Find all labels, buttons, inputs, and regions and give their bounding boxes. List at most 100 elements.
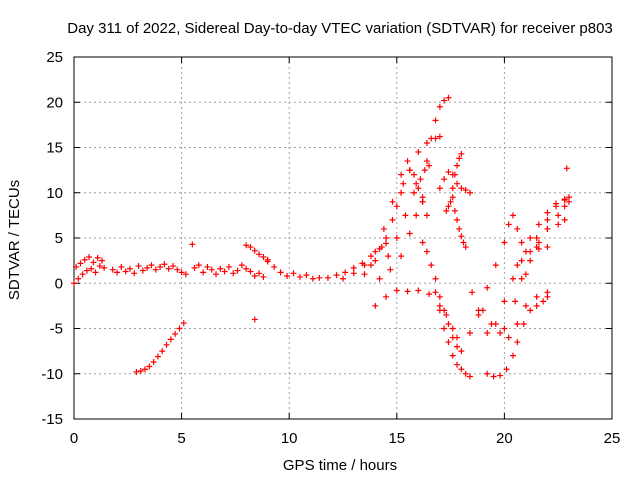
data-point	[514, 262, 521, 269]
data-point	[75, 275, 82, 282]
data-point	[204, 263, 211, 270]
data-point	[376, 275, 383, 282]
series-arc-22	[484, 293, 551, 380]
data-point	[456, 225, 463, 232]
series-arc-27	[527, 196, 572, 241]
x-tick-label: 0	[70, 430, 78, 447]
data-point	[157, 263, 164, 270]
data-point	[402, 212, 409, 219]
data-point	[469, 289, 476, 296]
data-point	[77, 260, 84, 267]
data-point	[260, 273, 267, 280]
data-point	[146, 363, 153, 370]
data-point	[271, 263, 278, 270]
data-point	[398, 253, 405, 260]
series-arc-23	[466, 212, 525, 337]
data-point	[200, 269, 207, 276]
data-point	[423, 212, 430, 219]
data-point	[555, 212, 562, 219]
data-point	[90, 259, 97, 266]
data-point	[522, 271, 529, 278]
data-point	[462, 187, 469, 194]
data-point	[148, 262, 155, 269]
x-ticks: 0 5 10 15 20 25	[70, 57, 620, 447]
y-tick-label: 0	[55, 275, 63, 292]
data-point	[189, 241, 196, 248]
data-point	[415, 149, 422, 156]
y-tick-label: 25	[46, 49, 63, 66]
data-point	[441, 176, 448, 183]
data-point	[367, 262, 374, 269]
data-point	[419, 239, 426, 246]
data-point	[324, 274, 331, 281]
data-point	[126, 265, 133, 272]
data-point	[527, 307, 534, 314]
data-point	[144, 264, 151, 271]
data-point	[83, 267, 90, 274]
data-point	[553, 200, 560, 207]
data-point	[135, 263, 142, 270]
data-point	[544, 209, 551, 216]
data-point	[73, 263, 80, 270]
data-point	[251, 273, 258, 280]
series-arc-13	[372, 287, 461, 341]
data-point	[361, 262, 368, 269]
data-point	[544, 216, 551, 223]
data-point	[426, 291, 433, 298]
data-point	[101, 264, 108, 271]
data-point	[466, 373, 473, 380]
x-tick-label: 15	[388, 430, 405, 447]
data-point	[182, 271, 189, 278]
data-point	[462, 244, 469, 251]
data-point	[436, 307, 443, 314]
data-point	[191, 264, 198, 271]
data-point	[417, 176, 424, 183]
data-point	[501, 325, 508, 332]
data-point	[340, 275, 346, 282]
data-point	[432, 289, 439, 296]
data-point	[385, 253, 392, 260]
data-point	[150, 358, 157, 365]
data-point	[428, 262, 435, 269]
data-point	[243, 265, 250, 272]
x-tick-label: 20	[496, 430, 513, 447]
data-point	[449, 334, 456, 341]
data-point	[372, 248, 379, 255]
data-point	[423, 158, 430, 165]
data-point	[159, 348, 166, 355]
data-point	[383, 235, 390, 241]
series-arc-5	[243, 242, 271, 263]
y-tick-label: 15	[46, 140, 63, 157]
data-point	[533, 235, 540, 241]
data-point	[445, 203, 452, 210]
data-point	[514, 225, 521, 232]
data-point	[260, 254, 267, 261]
series-arc-1	[71, 254, 108, 287]
data-point	[484, 330, 491, 337]
data-point	[544, 244, 551, 251]
data-point	[393, 235, 400, 241]
data-point	[163, 341, 170, 348]
data-point	[92, 269, 99, 276]
data-point	[152, 266, 159, 273]
data-point	[436, 185, 443, 192]
data-point	[492, 262, 499, 269]
data-point	[501, 298, 508, 305]
data-point	[518, 257, 525, 264]
data-point	[133, 368, 140, 375]
data-point	[503, 366, 510, 373]
data-point	[180, 320, 187, 327]
data-point	[451, 171, 458, 178]
data-point	[137, 368, 144, 375]
data-point	[510, 212, 517, 219]
data-point	[423, 139, 430, 146]
series-arc-24	[501, 203, 568, 332]
data-point	[413, 212, 420, 219]
series-arc-11	[376, 198, 426, 282]
data-point	[540, 298, 547, 305]
data-point	[458, 233, 465, 240]
data-point	[520, 320, 527, 327]
data-point	[398, 171, 405, 178]
data-point	[251, 316, 258, 323]
series-arc-8	[340, 158, 426, 282]
